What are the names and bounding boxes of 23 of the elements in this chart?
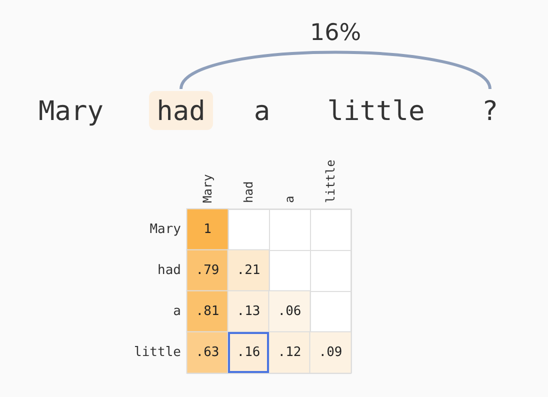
- data-label: .16: [236, 345, 260, 360]
- x-tick-label: had: [242, 181, 256, 203]
- text: little: [327, 96, 425, 127]
- data-label: .63: [196, 345, 220, 360]
- y-tick-label: a: [173, 304, 181, 319]
- text: a: [254, 96, 270, 127]
- y-tick-label: Mary: [150, 222, 182, 237]
- data-label: .12: [278, 345, 302, 360]
- text: ?: [482, 96, 498, 127]
- data-label: .79: [196, 263, 220, 278]
- data-label: 1: [204, 222, 212, 237]
- data-label: .21: [236, 263, 260, 278]
- y-tick-label: little: [134, 345, 182, 360]
- x-tick-label: little: [324, 160, 338, 203]
- data-label: .13: [236, 304, 260, 319]
- text: Mary: [38, 96, 104, 127]
- text: 16%: [310, 20, 362, 46]
- y-tick-label: had: [158, 263, 181, 278]
- data-label: .81: [196, 304, 220, 319]
- data-label: .06: [278, 304, 302, 319]
- data-label: .09: [318, 345, 342, 360]
- x-tick-label: Mary: [200, 174, 214, 203]
- x-tick-label: a: [282, 196, 296, 203]
